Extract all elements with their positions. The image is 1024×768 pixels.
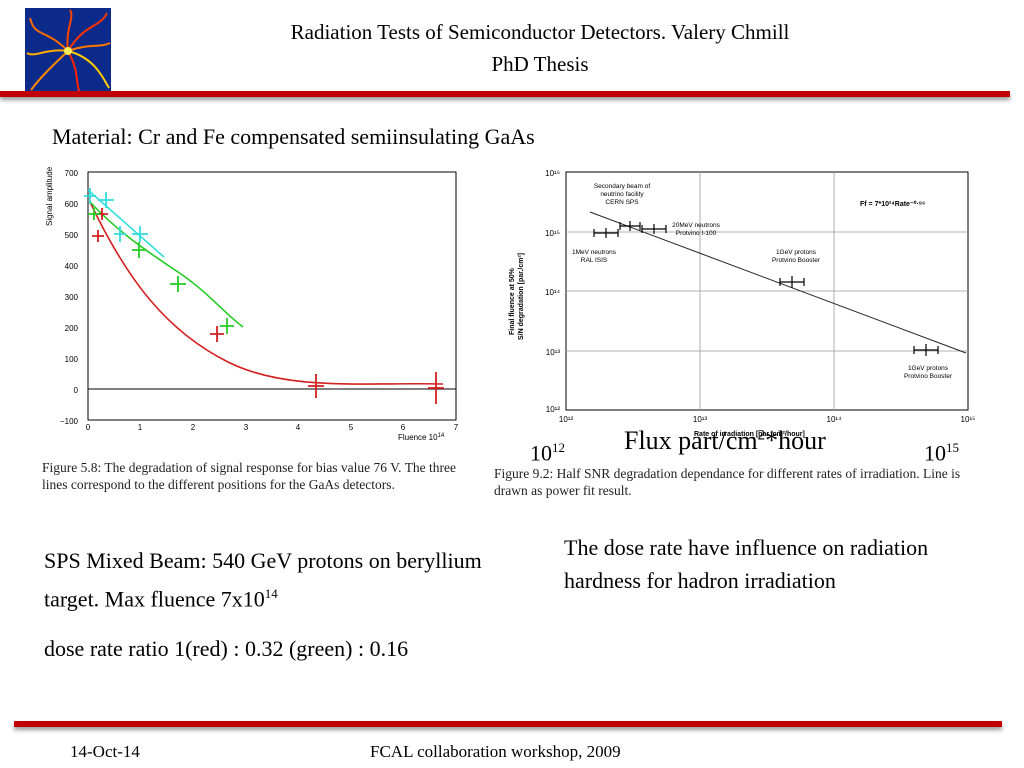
axis-start-label: 1012 bbox=[530, 440, 565, 466]
power-fit-line bbox=[589, 211, 967, 354]
green-point bbox=[88, 208, 100, 220]
fit-formula: Ff = 7*10²⁴Rate⁻⁰·⁸⁶ bbox=[860, 200, 925, 208]
cyan-point bbox=[114, 226, 126, 242]
x-ticks: 10¹² 10¹³ 10¹⁴ 10¹⁵ bbox=[559, 415, 976, 424]
x-tick: 7 bbox=[454, 423, 459, 432]
material-heading: Material: Cr and Fe compensated semiinsu… bbox=[52, 124, 535, 149]
annotation: 20MeV neutrons bbox=[672, 222, 720, 229]
y-ticks: 10¹⁶ 10¹⁵ 10¹⁴ 10¹³ 10¹² bbox=[545, 169, 561, 414]
x-tick: 3 bbox=[244, 423, 249, 432]
red-point bbox=[210, 326, 224, 342]
cyan-point bbox=[84, 188, 96, 204]
y-tick: 10¹⁶ bbox=[545, 169, 560, 178]
x-tick: 10¹⁴ bbox=[827, 415, 843, 424]
left-figure-caption: Figure 5.8: The degradation of signal re… bbox=[42, 460, 457, 492]
svg-text:Final fluence at 50%: Final fluence at 50% bbox=[509, 267, 516, 335]
header-title: Radiation Tests of Semiconductor Detecto… bbox=[290, 20, 790, 44]
annotation: 1MeV neutrons bbox=[572, 249, 617, 256]
x-tick: 10¹⁵ bbox=[961, 415, 976, 424]
y-tick: 500 bbox=[65, 231, 79, 240]
annotation: 1GeV protons bbox=[776, 249, 817, 256]
green-point bbox=[170, 276, 186, 292]
logo bbox=[25, 8, 111, 94]
grid bbox=[566, 172, 968, 410]
dose-rate-ratio: dose rate ratio 1(red) : 0.32 (green) : … bbox=[44, 636, 409, 661]
red-data-points bbox=[92, 208, 444, 404]
red-point bbox=[92, 230, 104, 242]
x-ticks: 0 1 2 3 4 5 6 7 bbox=[86, 423, 459, 432]
footer-date: 14-Oct-14 bbox=[70, 742, 140, 761]
x-tick: 1 bbox=[138, 423, 143, 432]
x-tick: 4 bbox=[296, 423, 301, 432]
x-tick: 2 bbox=[191, 423, 196, 432]
data-point bbox=[619, 221, 641, 231]
x-tick: 6 bbox=[401, 423, 406, 432]
annotation: Secondary beam of bbox=[594, 183, 651, 190]
y-tick: 100 bbox=[65, 355, 79, 364]
cyan-fit-curve bbox=[87, 189, 165, 258]
axis-end-label: 1015 bbox=[924, 440, 959, 466]
x-tick: 5 bbox=[349, 423, 354, 432]
cyan-point bbox=[98, 192, 114, 208]
x-axis-label: Rate of irradiation [par./cm²/hour] bbox=[694, 431, 805, 438]
beam-description: SPS Mixed Beam: 540 GeV protons on beryl… bbox=[44, 548, 482, 612]
annotation: Protvino Booster bbox=[772, 257, 821, 264]
annotations: Secondary beam of neutrino facility CERN… bbox=[572, 183, 953, 380]
header-subtitle: PhD Thesis bbox=[491, 52, 589, 76]
red-point bbox=[308, 374, 324, 398]
particle-tracks-logo-icon bbox=[25, 8, 111, 94]
green-point bbox=[220, 318, 234, 334]
annotation: neutrino facility bbox=[600, 191, 644, 198]
data-point bbox=[913, 344, 939, 356]
y-axis-label: Signal amplitude bbox=[45, 166, 54, 226]
y-tick: 10¹² bbox=[546, 405, 561, 414]
y-axis-label: Final fluence at 50% S/N degradation [pa… bbox=[509, 253, 525, 340]
green-point bbox=[132, 242, 146, 258]
plot-frame bbox=[87, 171, 457, 421]
y-tick: −100 bbox=[60, 417, 79, 426]
y-ticks: 700 600 500 400 300 200 100 0 −100 bbox=[60, 169, 79, 426]
y-tick: 0 bbox=[74, 386, 79, 395]
red-fit-curve bbox=[89, 201, 444, 385]
left-figure: Signal amplitude 700 600 500 400 300 200… bbox=[38, 162, 466, 502]
y-tick: 10¹³ bbox=[546, 348, 561, 357]
cyan-data-points bbox=[84, 188, 148, 242]
annotation: CERN SPS bbox=[605, 199, 639, 206]
signal-amplitude-plot: Signal amplitude 700 600 500 400 300 200… bbox=[45, 166, 459, 442]
dose-rate-conclusion: The dose rate have influence on radiatio… bbox=[564, 535, 929, 593]
right-figure: Final fluence at 50% S/N degradation [pa… bbox=[494, 160, 990, 505]
footer-rule bbox=[14, 721, 1002, 727]
cyan-point bbox=[132, 226, 148, 242]
red-point bbox=[428, 372, 444, 404]
annotation: RAL ISIS bbox=[581, 257, 608, 264]
data-point bbox=[641, 224, 667, 234]
x-tick: 10¹² bbox=[559, 415, 574, 424]
y-tick: 400 bbox=[65, 262, 79, 271]
x-tick: 10¹³ bbox=[693, 415, 708, 424]
green-data-points bbox=[88, 208, 234, 334]
header-rule bbox=[0, 91, 1010, 97]
y-tick: 10¹⁴ bbox=[545, 288, 561, 297]
y-tick: 300 bbox=[65, 293, 79, 302]
y-tick: 600 bbox=[65, 200, 79, 209]
footer-event: FCAL collaboration workshop, 2009 bbox=[370, 742, 621, 761]
data-point bbox=[593, 228, 619, 238]
flux-unit-label: Flux part/cm2*hour bbox=[624, 426, 826, 455]
y-tick: 700 bbox=[65, 169, 79, 178]
final-fluence-plot: Final fluence at 50% S/N degradation [pa… bbox=[509, 169, 976, 438]
right-figure-caption: Figure 9.2: Half SNR degradation dependa… bbox=[494, 466, 961, 498]
data-point bbox=[779, 276, 805, 288]
y-tick: 200 bbox=[65, 324, 79, 333]
x-axis-label: Fluence 1014 bbox=[398, 433, 445, 442]
annotation: Protvino Booster bbox=[904, 373, 953, 380]
annotation: Protvino I-100 bbox=[676, 230, 717, 237]
svg-text:S/N degradation [par./cm²]: S/N degradation [par./cm²] bbox=[518, 253, 525, 340]
annotation: 1GeV protons bbox=[908, 365, 949, 372]
y-tick: 10¹⁵ bbox=[545, 229, 560, 238]
data-points bbox=[593, 221, 939, 356]
x-tick: 0 bbox=[86, 423, 91, 432]
green-fit-curve bbox=[89, 201, 244, 328]
